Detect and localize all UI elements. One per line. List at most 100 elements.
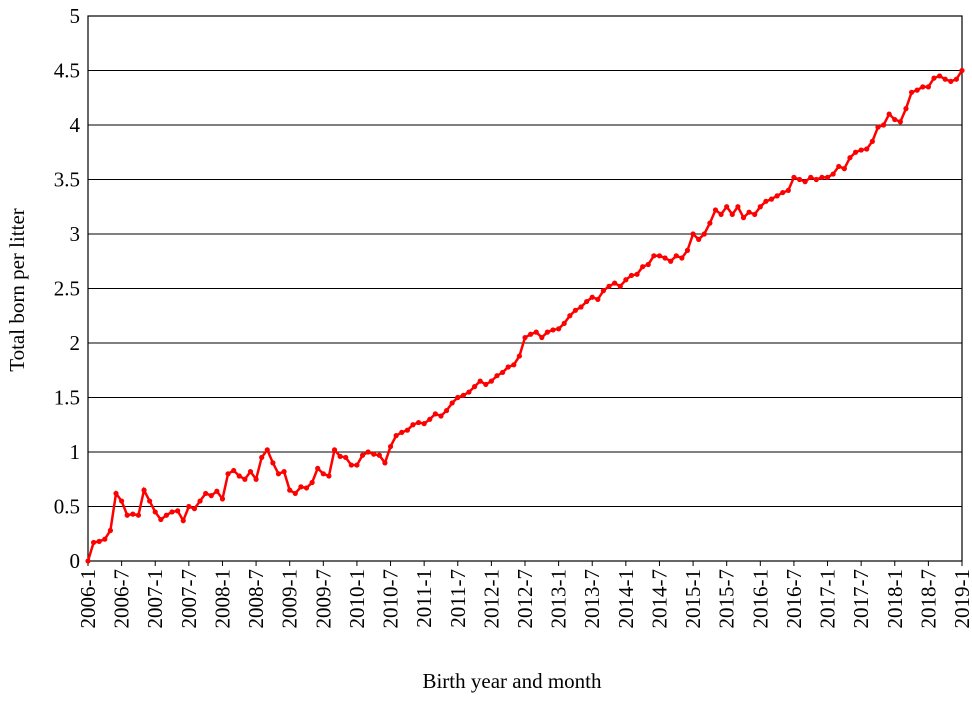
data-point [186,503,192,510]
data-point [208,493,214,499]
data-point [595,296,601,302]
data-point [757,204,763,210]
data-point [584,298,590,305]
data-point [326,473,332,479]
data-point [606,283,612,289]
data-point [774,193,780,199]
y-tick-label: 1.5 [54,386,80,410]
x-tick-label: 2016-7 [782,569,806,629]
data-point [163,512,170,518]
data-point [102,536,108,542]
x-tick-label: 2013-7 [580,569,604,629]
data-point [544,329,551,335]
data-point [578,304,584,310]
data-point [180,518,186,524]
x-tick-label: 2016-1 [748,569,772,629]
data-point [354,462,360,468]
x-tick-label: 2012-1 [479,569,503,629]
data-point [511,362,517,368]
data-point [359,452,366,458]
data-point [908,89,915,95]
data-point [931,75,937,81]
data-point [303,485,310,491]
data-point [382,460,388,466]
data-point [656,253,663,259]
x-tick-label: 2010-7 [379,569,403,629]
data-point [942,76,948,82]
y-tick-label: 2.5 [54,277,80,301]
data-point [404,427,410,433]
x-tick-label: 2015-1 [681,569,705,629]
data-point [729,211,735,217]
data-point [920,84,926,90]
data-point [612,280,618,286]
data-point [852,149,859,155]
data-point [561,320,567,326]
data-point [505,364,511,370]
data-point [175,508,181,514]
data-point [858,147,864,153]
data-point [231,467,237,474]
data-point [539,334,545,341]
data-point [701,231,707,237]
data-point [298,484,304,490]
data-point [124,512,130,518]
data-point [785,187,791,193]
x-tick-label: 2015-7 [715,569,739,629]
data-point [718,211,724,217]
data-point [242,476,248,482]
y-tick-label: 4.5 [54,59,80,83]
data-point [847,155,853,161]
data-point [499,369,506,376]
data-point [376,452,382,458]
data-point [802,179,808,185]
data-point [752,211,758,217]
data-point [152,509,158,515]
x-tick-label: 2018-7 [916,569,940,629]
x-tick-label: 2009-7 [311,569,335,629]
data-point [449,400,455,406]
data-point [567,313,573,319]
x-tick-label: 2014-7 [647,569,671,629]
data-point [600,288,607,294]
data-point [494,373,500,379]
data-point [147,498,153,504]
data-point [264,447,270,453]
data-point [824,174,831,180]
data-point [953,76,959,82]
data-point [628,272,635,279]
y-tick-label: 5 [70,4,81,28]
y-tick-label: 3 [70,222,81,246]
x-axis-title: Birth year and month [422,669,602,693]
x-tick-label: 2006-1 [76,569,100,629]
y-axis-title: Total born per litter [5,208,29,372]
data-point [864,146,870,152]
x-tick-label: 2019-1 [950,569,972,629]
data-point [415,419,422,426]
data-point [343,454,349,461]
data-point [651,253,657,259]
y-tick-label: 0 [70,549,81,573]
data-point [572,307,579,313]
data-point [897,119,903,125]
data-point [287,487,293,493]
data-point [808,174,814,180]
data-point [841,166,847,172]
data-point [740,215,747,221]
data-point [791,174,797,180]
data-point [443,407,450,414]
data-point [225,471,231,477]
data-point [634,271,640,277]
data-point [158,516,164,523]
x-tick-label: 2008-1 [210,569,234,629]
data-point [813,176,819,183]
data-point [880,122,887,128]
data-point [427,416,433,422]
data-point [107,527,114,534]
x-tick-label: 2011-7 [446,569,470,628]
data-point [275,471,282,477]
data-point [914,87,920,93]
data-point [712,207,719,213]
